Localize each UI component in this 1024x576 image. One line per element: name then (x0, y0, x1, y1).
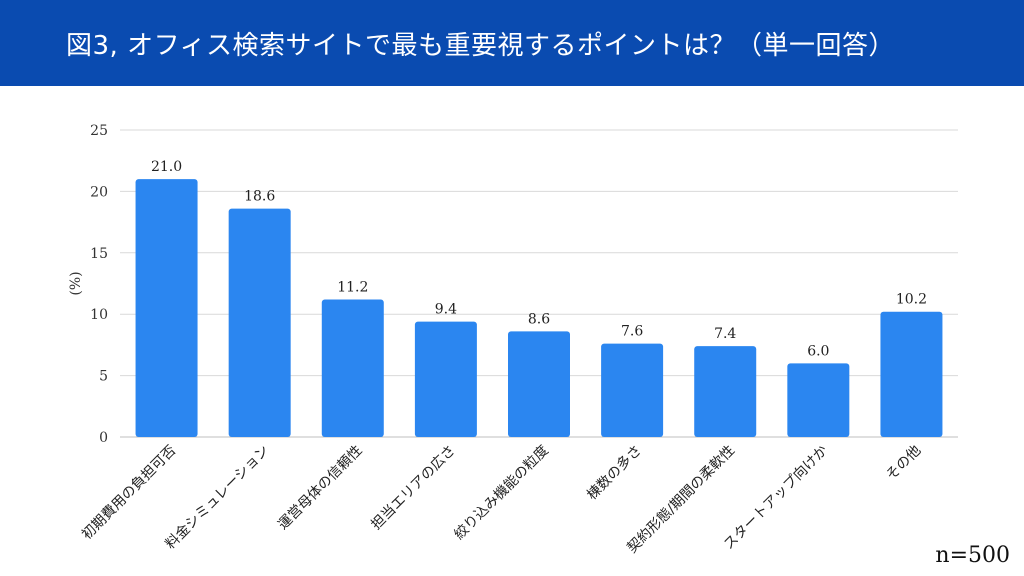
x-tick-label: 契約形態/期間の柔軟性 (624, 443, 738, 557)
bar (321, 299, 384, 437)
bar-chart: 0 5 10 15 20 25 (%) 21.0 初期費用の負担可否 18.6 料金シミュレーション… (68, 123, 958, 557)
y-tick-label: 20 (90, 184, 108, 200)
data-label: 8.6 (528, 311, 550, 327)
data-label: 7.6 (621, 324, 643, 340)
y-tick-label: 5 (99, 369, 108, 385)
y-tick-label: 10 (90, 307, 108, 323)
x-tick-label: スタートアップ向けか (721, 443, 831, 553)
bar (787, 363, 850, 437)
y-axis-label: (%) (68, 271, 84, 295)
chart-title: 図3, オフィス検索サイトで最も重要視するポイントは？（単一回答） (66, 30, 896, 61)
bar (601, 343, 664, 437)
y-tick-label: 15 (90, 246, 108, 262)
data-label: 6.0 (807, 343, 829, 359)
data-label: 21.0 (151, 159, 182, 175)
x-tick-label: 絞り込み機能の粒度 (451, 443, 551, 543)
x-tick-label: その他 (883, 443, 924, 484)
data-label: 9.4 (435, 302, 457, 318)
data-label: 10.2 (896, 292, 927, 308)
x-tick-label: 初期費用の負担可否 (78, 442, 179, 543)
bar (694, 346, 757, 437)
data-label: 11.2 (337, 279, 368, 295)
x-tick-label: 棟数の多さ (583, 442, 645, 504)
bar (508, 331, 570, 437)
bar (135, 179, 198, 437)
data-label: 18.6 (244, 189, 275, 205)
y-tick-label: 25 (90, 123, 108, 139)
bar (228, 208, 291, 437)
title-banner: 図3, オフィス検索サイトで最も重要視するポイントは？（単一回答） (0, 0, 1024, 86)
x-tick-label: 運営母体の信頼性 (275, 443, 366, 534)
y-tick-label: 0 (99, 430, 108, 446)
data-label: 7.4 (714, 326, 736, 342)
bar (880, 311, 943, 437)
bar (414, 321, 477, 437)
x-tick-label: 料金シミュレーション (163, 443, 273, 553)
x-tick-label: 担当エリアの広さ (368, 443, 459, 534)
sample-size-note: n=500 (935, 543, 1010, 568)
